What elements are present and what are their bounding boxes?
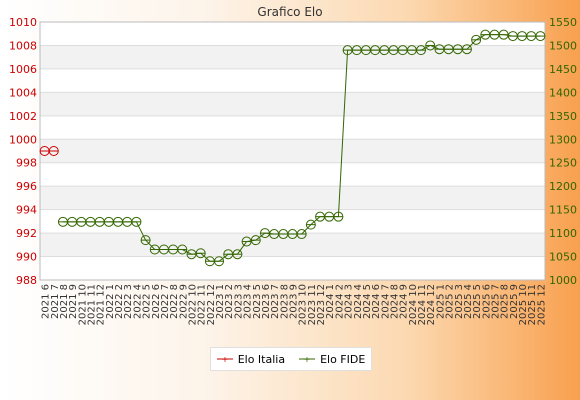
x-axis-tick-label: 2024 2 xyxy=(334,284,345,319)
x-axis-tick-label: 2024 8 xyxy=(390,284,401,319)
x-axis-tick-label: 2023 6 xyxy=(261,284,272,319)
x-axis-tick-label: 2023 7 xyxy=(270,284,281,319)
grid-band xyxy=(40,186,545,210)
legend-item-elo-italia: + Elo Italia xyxy=(216,352,286,366)
x-axis-tick-label: 2021 11 xyxy=(87,284,98,325)
left-axis-tick-label: 996 xyxy=(16,180,37,193)
left-axis-tick-label: 1000 xyxy=(9,133,37,146)
series-elo-italia xyxy=(39,146,59,156)
series-elo-fide xyxy=(57,29,546,267)
x-axis-tick-label: 2025 1 xyxy=(435,284,446,319)
x-axis-tick-label: 2024 1 xyxy=(325,284,336,319)
x-axis-tick-label: 2022 1 xyxy=(105,284,116,319)
x-axis-tick-label: 2023 12 xyxy=(316,284,327,325)
x-axis-tick-label: 2023 10 xyxy=(298,284,309,325)
left-axis-tick-label: 1006 xyxy=(9,63,37,76)
x-axis-tick-label: 2021 12 xyxy=(96,284,107,325)
left-axis-tick-label: 1004 xyxy=(9,86,37,99)
x-axis-tick-label: 2024 4 xyxy=(353,284,364,319)
x-axis-tick-label: 2024 12 xyxy=(426,284,437,325)
x-axis-tick-label: 2025 11 xyxy=(527,284,538,325)
left-axis-tick-label: 992 xyxy=(16,227,37,240)
x-axis-tick-label: 2023 9 xyxy=(289,284,300,319)
x-axis-tick-label: 2021 10 xyxy=(77,284,88,325)
right-axis-tick-label: 1400 xyxy=(549,86,577,99)
x-axis-tick-label: 2022 6 xyxy=(151,284,162,319)
right-axis-tick-label: 1050 xyxy=(549,251,577,264)
x-axis-tick-label: 2022 2 xyxy=(114,284,125,319)
x-axis-tick-label: 2023 5 xyxy=(252,284,263,319)
left-axis-tick-label: 1008 xyxy=(9,39,37,52)
left-axis-tick-label: 994 xyxy=(16,204,37,217)
right-axis-tick-label: 1000 xyxy=(549,274,577,287)
right-axis-tick-label: 1200 xyxy=(549,180,577,193)
x-axis-tick-label: 2021 7 xyxy=(50,284,61,319)
grid-band xyxy=(40,92,545,116)
x-axis-tick-label: 2021 6 xyxy=(41,284,52,319)
x-axis-tick-label: 2022 3 xyxy=(123,284,134,319)
x-axis-tick-label: 2025 9 xyxy=(509,284,520,319)
x-axis-tick-label: 2025 4 xyxy=(463,284,474,319)
x-axis-tick-label: 2024 10 xyxy=(408,284,419,325)
x-axis-tick-label: 2025 6 xyxy=(481,284,492,319)
x-axis-tick-label: 2025 3 xyxy=(454,284,465,319)
grid-band xyxy=(40,139,545,163)
x-axis-tick-label: 2022 10 xyxy=(188,284,199,325)
x-axis-tick-label: 2022 9 xyxy=(178,284,189,319)
x-axis-tick-label: 2023 3 xyxy=(233,284,244,319)
x-axis-tick-label: 2025 7 xyxy=(491,284,502,319)
x-axis-tick-label: 2022 7 xyxy=(160,284,171,319)
x-axis-tick-label: 2024 11 xyxy=(417,284,428,325)
left-axis-tick-label: 988 xyxy=(16,274,37,287)
x-axis-tick-label: 2022 12 xyxy=(206,284,217,325)
x-axis-tick-label: 2025 10 xyxy=(518,284,529,325)
x-axis-tick-label: 2025 5 xyxy=(472,284,483,319)
right-axis-tick-label: 1550 xyxy=(549,16,577,29)
right-axis-tick-label: 1500 xyxy=(549,39,577,52)
x-axis-tick-label: 2025 2 xyxy=(445,284,456,319)
x-axis-tick-label: 2022 4 xyxy=(132,284,143,319)
x-axis-tick-label: 2024 3 xyxy=(344,284,355,319)
x-axis-tick-label: 2024 6 xyxy=(371,284,382,319)
grid-band xyxy=(40,45,545,69)
svg-text:+: + xyxy=(304,355,311,363)
legend-label-elo-fide: Elo FIDE xyxy=(320,352,366,366)
right-axis-tick-label: 1100 xyxy=(549,227,577,240)
x-axis-tick-label: 2024 9 xyxy=(399,284,410,319)
x-axis-tick-label: 2023 2 xyxy=(224,284,235,319)
x-axis-tick-label: 2024 7 xyxy=(380,284,391,319)
x-axis-tick-label: 2022 11 xyxy=(197,284,208,325)
legend-swatch-elo-italia: + xyxy=(216,355,233,363)
x-axis-tick-label: 2023 4 xyxy=(243,284,254,319)
right-axis-tick-label: 1150 xyxy=(549,204,577,217)
legend-swatch-elo-fide: + xyxy=(299,355,316,363)
chart-legend: + Elo Italia + Elo FIDE xyxy=(210,347,372,371)
right-axis-tick-label: 1250 xyxy=(549,157,577,170)
x-axis-tick-label: 2022 5 xyxy=(142,284,153,319)
right-axis-tick-label: 1450 xyxy=(549,63,577,76)
grid-band xyxy=(40,233,545,257)
left-axis-tick-label: 990 xyxy=(16,251,37,264)
right-axis-tick-label: 1350 xyxy=(549,110,577,123)
x-axis-tick-label: 2023 8 xyxy=(279,284,290,319)
left-axis-tick-label: 1002 xyxy=(9,110,37,123)
x-axis-tick-label: 2021 9 xyxy=(68,284,79,319)
legend-item-elo-fide: + Elo FIDE xyxy=(299,353,365,366)
x-axis-tick-label: 2025 8 xyxy=(500,284,511,319)
svg-text:+: + xyxy=(221,355,228,363)
x-axis-tick-label: 2023 1 xyxy=(215,284,226,319)
chart-title: Grafico Elo xyxy=(257,5,322,19)
left-axis-tick-label: 1010 xyxy=(9,16,37,29)
right-axis-tick-label: 1300 xyxy=(549,133,577,146)
x-axis-tick-label: 2021 8 xyxy=(59,284,70,319)
x-axis-tick-label: 2024 5 xyxy=(362,284,373,319)
legend-label-elo-italia: Elo Italia xyxy=(237,352,286,366)
x-axis-tick-label: 2025 12 xyxy=(536,284,547,325)
x-axis-tick-label: 2022 8 xyxy=(169,284,180,319)
x-axis-tick-label: 2023 11 xyxy=(307,284,318,325)
left-axis-tick-label: 998 xyxy=(16,157,37,170)
